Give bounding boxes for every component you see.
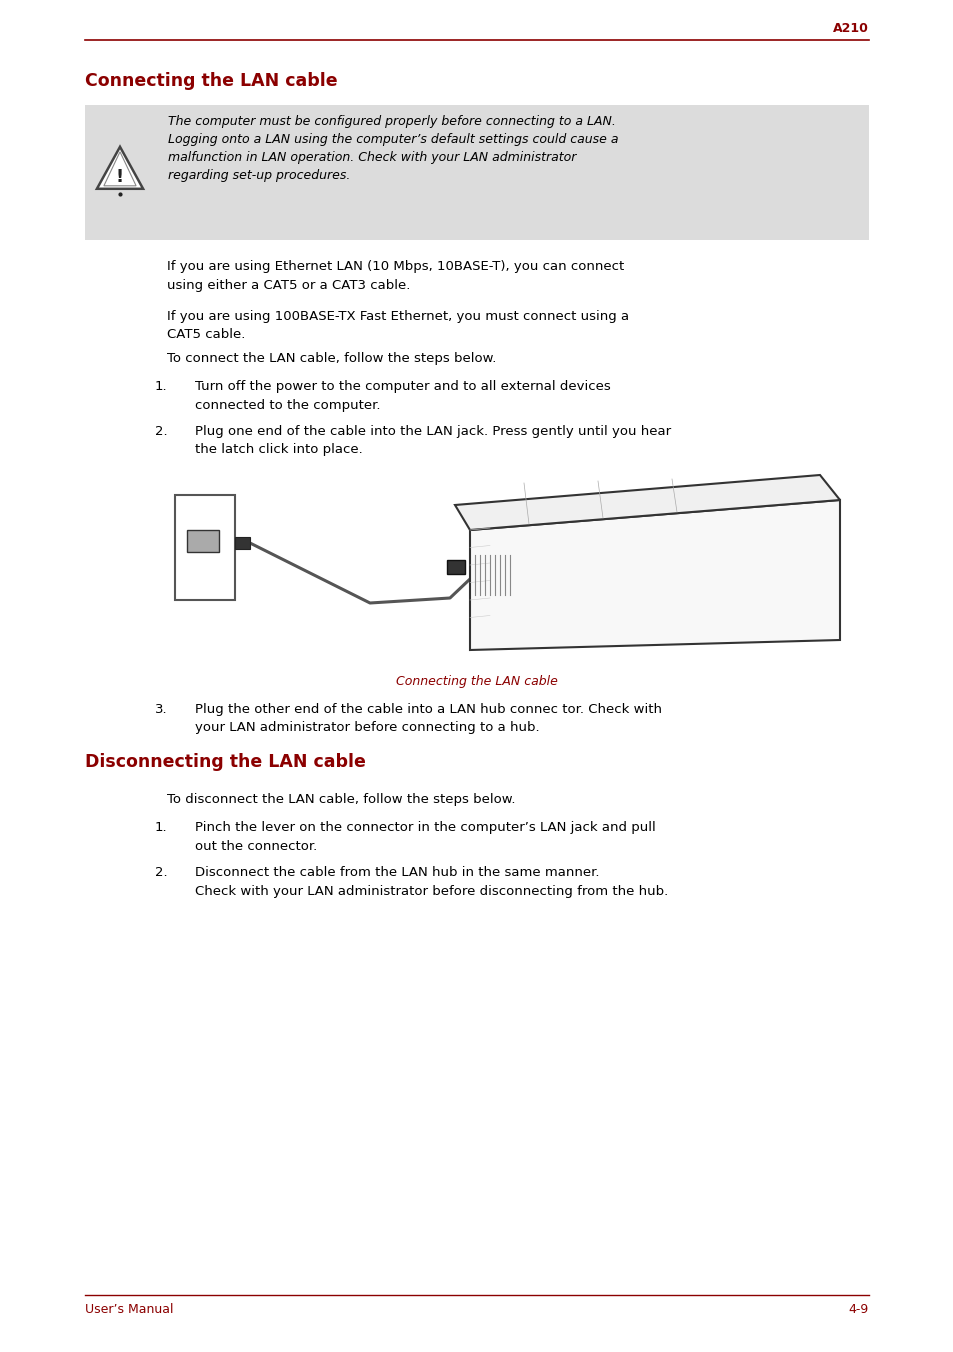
Text: Logging onto a LAN using the computer’s default settings could cause a: Logging onto a LAN using the computer’s … [168, 132, 618, 146]
Text: To disconnect the LAN cable, follow the steps below.: To disconnect the LAN cable, follow the … [167, 794, 515, 806]
FancyBboxPatch shape [234, 537, 250, 549]
Text: Disconnect the cable from the LAN hub in the same manner.
Check with your LAN ad: Disconnect the cable from the LAN hub in… [194, 867, 667, 898]
Text: Plug one end of the cable into the LAN jack. Press gently until you hear
the lat: Plug one end of the cable into the LAN j… [194, 425, 670, 457]
Polygon shape [455, 475, 840, 530]
FancyBboxPatch shape [447, 560, 464, 575]
Text: Plug the other end of the cable into a LAN hub connec tor. Check with
your LAN a: Plug the other end of the cable into a L… [194, 703, 661, 734]
Text: If you are using Ethernet LAN (10 Mbps, 10BASE-T), you can connect
using either : If you are using Ethernet LAN (10 Mbps, … [167, 260, 623, 292]
Text: malfunction in LAN operation. Check with your LAN administrator: malfunction in LAN operation. Check with… [168, 151, 576, 164]
FancyBboxPatch shape [174, 495, 234, 600]
Text: User’s Manual: User’s Manual [85, 1303, 173, 1315]
Text: 4-9: 4-9 [848, 1303, 868, 1315]
Text: regarding set-up procedures.: regarding set-up procedures. [168, 169, 350, 183]
Text: To connect the LAN cable, follow the steps below.: To connect the LAN cable, follow the ste… [167, 352, 496, 365]
Text: Connecting the LAN cable: Connecting the LAN cable [395, 675, 558, 688]
Text: If you are using 100BASE-TX Fast Ethernet, you must connect using a
CAT5 cable.: If you are using 100BASE-TX Fast Etherne… [167, 310, 628, 342]
Text: Connecting the LAN cable: Connecting the LAN cable [85, 72, 337, 91]
Text: 1.: 1. [154, 380, 168, 393]
Text: Pinch the lever on the connector in the computer’s LAN jack and pull
out the con: Pinch the lever on the connector in the … [194, 821, 655, 853]
Polygon shape [470, 500, 840, 650]
Text: 3.: 3. [154, 703, 168, 717]
Text: A210: A210 [832, 22, 868, 35]
FancyBboxPatch shape [187, 530, 219, 552]
Text: Turn off the power to the computer and to all external devices
connected to the : Turn off the power to the computer and t… [194, 380, 610, 411]
Text: Disconnecting the LAN cable: Disconnecting the LAN cable [85, 753, 366, 771]
Text: 2.: 2. [154, 867, 168, 879]
Text: !: ! [116, 168, 124, 187]
FancyBboxPatch shape [85, 105, 868, 241]
Polygon shape [97, 147, 143, 189]
Text: 2.: 2. [154, 425, 168, 438]
Text: 1.: 1. [154, 821, 168, 834]
Text: The computer must be configured properly before connecting to a LAN.: The computer must be configured properly… [168, 115, 616, 128]
